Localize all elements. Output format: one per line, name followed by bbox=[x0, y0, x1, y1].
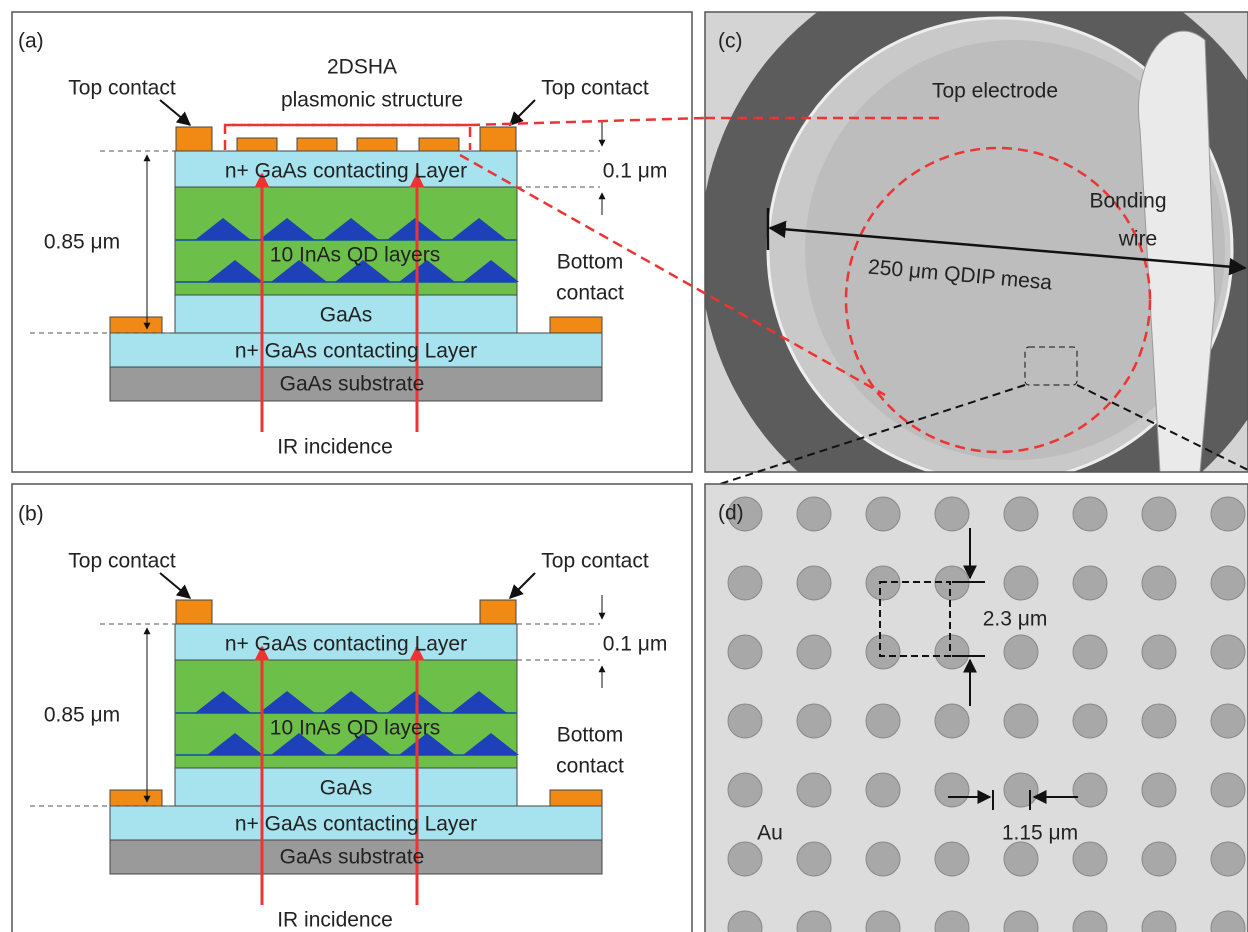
hole bbox=[1142, 566, 1176, 600]
label: (a) bbox=[18, 30, 44, 53]
label: GaAs substrate bbox=[280, 373, 425, 396]
hole bbox=[866, 497, 900, 531]
label: GaAs bbox=[320, 304, 373, 327]
hole bbox=[728, 566, 762, 600]
label: 0.85 μm bbox=[44, 704, 120, 727]
label: 0.1 μm bbox=[603, 633, 668, 656]
sem-zoom bbox=[705, 484, 1248, 932]
label: Bottom bbox=[557, 724, 624, 747]
hole bbox=[1004, 773, 1038, 807]
label: 2DSHA bbox=[327, 56, 397, 79]
label: GaAs substrate bbox=[280, 846, 425, 869]
plasmonic-bar bbox=[357, 138, 397, 151]
hole bbox=[1211, 704, 1245, 738]
hole bbox=[1004, 497, 1038, 531]
hole bbox=[797, 635, 831, 669]
hole bbox=[935, 497, 969, 531]
label: plasmonic structure bbox=[281, 89, 463, 112]
hole bbox=[866, 635, 900, 669]
hole bbox=[1073, 773, 1107, 807]
hole bbox=[1004, 704, 1038, 738]
label: Bonding bbox=[1089, 190, 1166, 213]
label: IR incidence bbox=[277, 436, 393, 459]
hole bbox=[1073, 704, 1107, 738]
label: 2.3 μm bbox=[983, 608, 1048, 631]
top-contact bbox=[480, 600, 516, 624]
label: Top contact bbox=[541, 550, 649, 573]
hole bbox=[797, 773, 831, 807]
hole bbox=[1142, 497, 1176, 531]
label: 10 InAs QD layers bbox=[270, 717, 440, 740]
hole bbox=[935, 842, 969, 876]
label: Au bbox=[757, 822, 783, 845]
hole bbox=[797, 704, 831, 738]
bottom-contact bbox=[550, 317, 602, 333]
hole bbox=[1211, 497, 1245, 531]
label: wire bbox=[1118, 228, 1158, 251]
label: Bottom bbox=[557, 251, 624, 274]
hole bbox=[866, 704, 900, 738]
label: n+ GaAs contacting Layer bbox=[225, 160, 467, 183]
hole bbox=[1004, 635, 1038, 669]
hole bbox=[797, 566, 831, 600]
label: Top contact bbox=[68, 550, 176, 573]
hole bbox=[728, 773, 762, 807]
hole bbox=[1004, 842, 1038, 876]
hole bbox=[728, 635, 762, 669]
hole bbox=[797, 497, 831, 531]
hole bbox=[728, 842, 762, 876]
hole bbox=[935, 773, 969, 807]
plasmonic-bar bbox=[419, 138, 459, 151]
plasmonic-bar bbox=[237, 138, 277, 151]
label: contact bbox=[556, 755, 624, 778]
label: 10 InAs QD layers bbox=[270, 244, 440, 267]
label: 0.1 μm bbox=[603, 160, 668, 183]
label: n+ GaAs contacting Layer bbox=[235, 340, 477, 363]
label: (b) bbox=[18, 503, 44, 526]
label: contact bbox=[556, 282, 624, 305]
label: Top contact bbox=[541, 77, 649, 100]
label: Top contact bbox=[68, 77, 176, 100]
hole bbox=[1073, 497, 1107, 531]
hole bbox=[1073, 635, 1107, 669]
hole bbox=[1211, 566, 1245, 600]
label: (d) bbox=[718, 502, 744, 525]
top-contact bbox=[176, 127, 212, 151]
bottom-contact bbox=[110, 317, 162, 333]
hole bbox=[1211, 773, 1245, 807]
hole bbox=[866, 842, 900, 876]
plasmonic-bar bbox=[297, 138, 337, 151]
hole bbox=[1004, 566, 1038, 600]
label: n+ GaAs contacting Layer bbox=[235, 813, 477, 836]
hole bbox=[1142, 635, 1176, 669]
label: IR incidence bbox=[277, 909, 393, 932]
label: n+ GaAs contacting Layer bbox=[225, 633, 467, 656]
label: 0.85 μm bbox=[44, 231, 120, 254]
hole bbox=[1073, 566, 1107, 600]
top-contact bbox=[176, 600, 212, 624]
hole bbox=[935, 635, 969, 669]
hole bbox=[1142, 773, 1176, 807]
label: (c) bbox=[718, 30, 743, 53]
bottom-contact bbox=[550, 790, 602, 806]
label: 1.15 μm bbox=[1002, 822, 1078, 845]
hole bbox=[1211, 842, 1245, 876]
hole bbox=[1211, 635, 1245, 669]
hole bbox=[1142, 842, 1176, 876]
hole bbox=[797, 842, 831, 876]
top-contact bbox=[480, 127, 516, 151]
hole bbox=[1142, 704, 1176, 738]
hole bbox=[728, 704, 762, 738]
hole bbox=[866, 773, 900, 807]
label: Top electrode bbox=[932, 80, 1058, 103]
figure: (a) Top contact Top contact 2DSHA plasmonic … bbox=[0, 0, 1248, 932]
bottom-contact bbox=[110, 790, 162, 806]
label: GaAs bbox=[320, 777, 373, 800]
hole bbox=[935, 704, 969, 738]
hole bbox=[1073, 842, 1107, 876]
